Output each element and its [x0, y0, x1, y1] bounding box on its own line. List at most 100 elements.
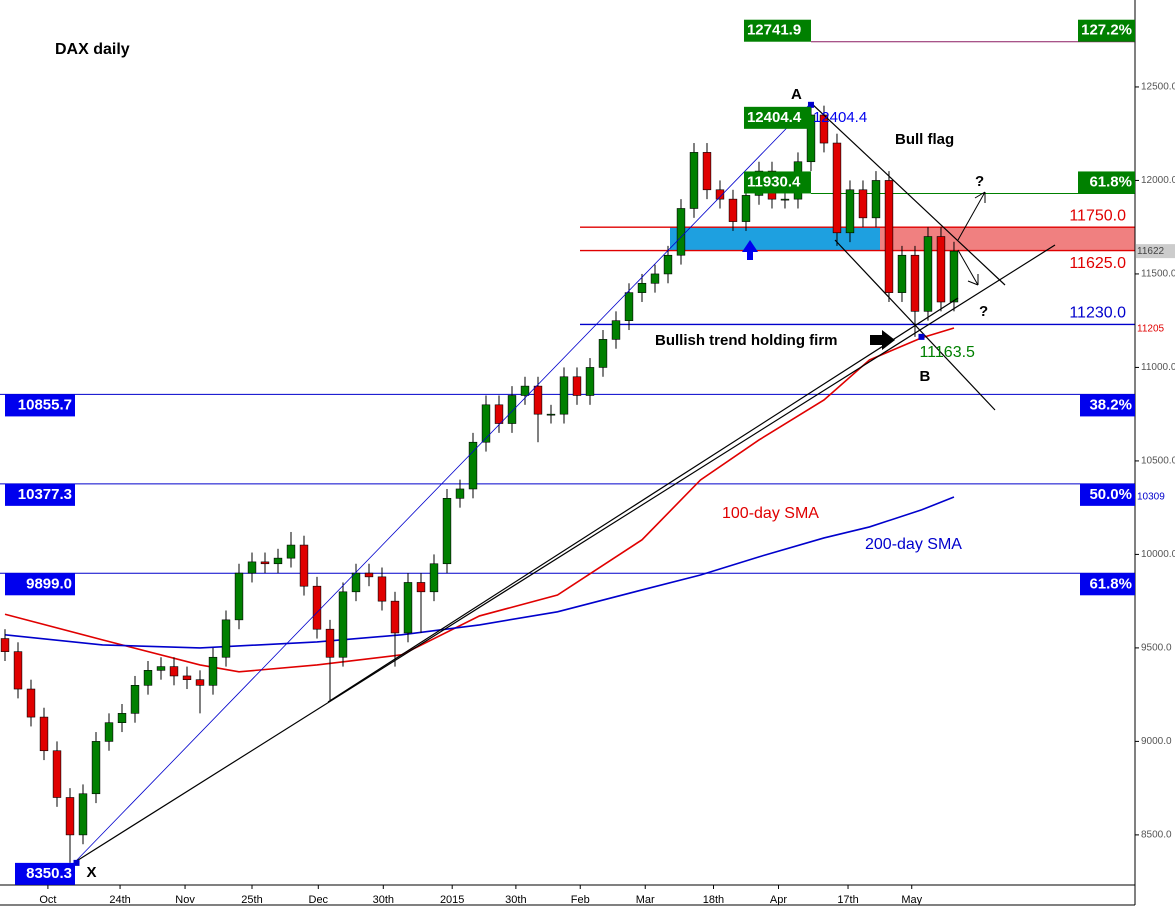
price-tag: 11622 — [1137, 246, 1165, 257]
candle-body — [182, 675, 192, 680]
y-tick-label: 12000.0 — [1141, 175, 1175, 186]
candle-body — [481, 404, 491, 443]
candle-body — [0, 638, 10, 652]
candle-body — [260, 561, 270, 565]
level-box — [5, 394, 75, 417]
candle-body — [884, 180, 894, 293]
level-label: 11230.0 — [1069, 305, 1126, 322]
candle-body — [910, 254, 920, 312]
candle-body — [650, 273, 660, 284]
candle-body — [637, 282, 647, 293]
level-box-label: 38.2% — [1089, 396, 1132, 413]
y-tick-label: 10000.0 — [1141, 549, 1175, 560]
arrow — [957, 249, 979, 286]
y-tick-label: 9000.0 — [1141, 736, 1172, 747]
y-tick-label: 10500.0 — [1141, 456, 1175, 467]
drawings — [74, 102, 1056, 863]
candle-body — [39, 716, 49, 752]
candle-body — [702, 152, 712, 191]
level-box-label: 11930.4 — [747, 173, 801, 190]
x-tick-label: Nov — [175, 894, 195, 906]
x-tick-label: May — [901, 894, 922, 906]
annotation: ? — [979, 303, 988, 320]
price-tag-bg — [1136, 244, 1175, 259]
candle-body — [338, 591, 348, 658]
candle-body — [780, 198, 790, 201]
candle-body — [13, 651, 23, 690]
annotation: Bullish trend holding firm — [655, 332, 838, 349]
x-tick-label: Apr — [770, 894, 787, 906]
x-tick-label: 24th — [109, 894, 130, 906]
labels: 11750.0 11625.0 11230.0 12741.9 127.2% 11930.… — [5, 19, 1175, 885]
right-arrow — [870, 330, 895, 350]
point-value: 12404.4 — [813, 109, 867, 126]
candle-body — [312, 585, 322, 630]
candle-body — [416, 582, 426, 593]
x-tick-label: Dec — [309, 894, 329, 906]
resistance-zone — [880, 227, 1135, 251]
candle-body — [429, 563, 439, 593]
candle-body — [546, 413, 556, 416]
y-tick-label: 11000.0 — [1141, 362, 1175, 373]
price-tag: 11205 — [1137, 324, 1165, 335]
channel-line — [810, 102, 1006, 286]
candle-body — [455, 488, 465, 499]
chart-title: DAX daily — [55, 41, 130, 58]
candle-body — [858, 189, 868, 219]
candle-body — [234, 572, 244, 621]
swing-point — [807, 101, 814, 108]
level-box — [1078, 19, 1135, 42]
y-tick-label: 8500.0 — [1141, 830, 1172, 841]
x-tick-label: 17th — [837, 894, 858, 906]
candle-body — [507, 395, 517, 424]
candle-body — [169, 666, 179, 677]
candle-body — [923, 236, 933, 312]
candle-body — [689, 152, 699, 209]
level-box-label: 12741.9 — [747, 22, 801, 39]
candle-body — [949, 250, 959, 303]
candle-body — [442, 498, 452, 565]
swing-point — [73, 859, 80, 866]
candle-body — [390, 600, 400, 634]
price-tag: 10309 — [1137, 491, 1165, 502]
up-arrow — [742, 240, 758, 260]
level-box-label: 12404.4 — [747, 109, 802, 126]
candle-body — [91, 741, 101, 795]
x-tick-label: Feb — [571, 894, 590, 906]
x-tick-label: 25th — [241, 894, 262, 906]
candle-body — [351, 572, 361, 593]
candle-body — [936, 236, 946, 303]
candle-body — [871, 180, 881, 219]
level-box — [1080, 394, 1135, 417]
x-tick-label: 30th — [505, 894, 526, 906]
candle-body — [377, 576, 387, 602]
candle-body — [130, 685, 140, 714]
level-box-label: 8350.3 — [26, 865, 72, 882]
level-box-label: 10855.7 — [18, 396, 72, 413]
candle-body — [845, 189, 855, 234]
candle-body — [273, 557, 283, 565]
candle-body — [247, 561, 257, 574]
level-box-label: 61.8% — [1089, 173, 1132, 190]
x-tick-label: 2015 — [440, 894, 464, 906]
candle-body — [494, 404, 504, 424]
candle-body — [208, 656, 218, 686]
support-zone — [670, 227, 880, 251]
candle-body — [663, 254, 673, 275]
candle-body — [117, 713, 127, 723]
level-box — [5, 483, 75, 506]
candle-body — [832, 142, 842, 234]
series-label: 100-day SMA — [722, 505, 819, 522]
candle-body — [741, 195, 751, 222]
drawings-under — [0, 41, 1135, 574]
point-name: B — [919, 368, 930, 385]
level-box-label: 127.2% — [1081, 22, 1132, 39]
trend-line — [327, 297, 959, 703]
y-tick-label: 9500.0 — [1141, 643, 1172, 654]
series-label: 200-day SMA — [865, 536, 962, 553]
x-tick-label: Mar — [636, 894, 655, 906]
candle-body — [65, 797, 75, 836]
